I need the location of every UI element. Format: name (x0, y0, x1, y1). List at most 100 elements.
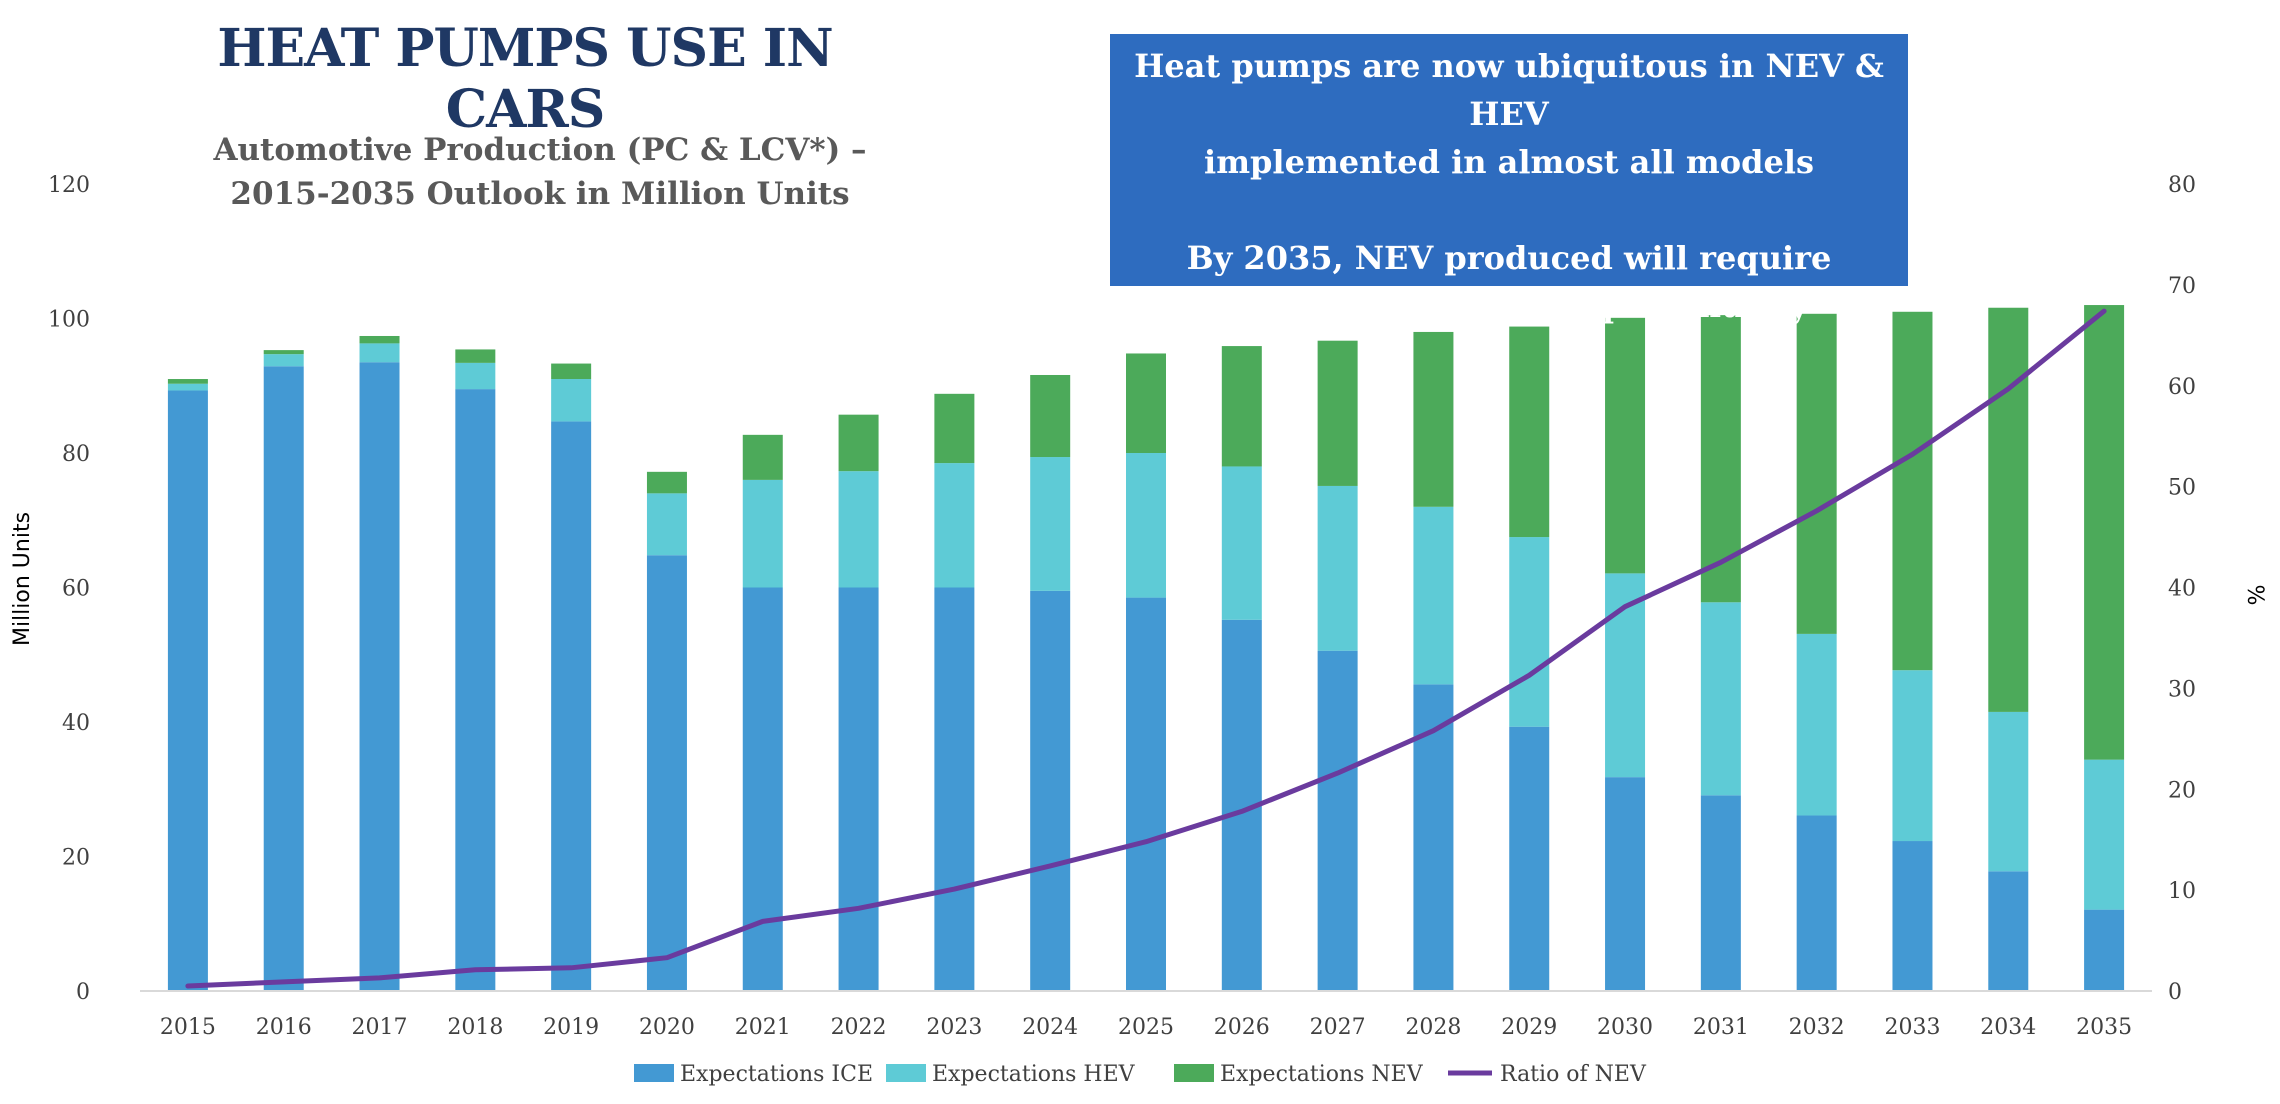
x-axis-ticks: 2015 2016 2017 2018 2019 2020 2021 2022 2023 2024… (160, 1015, 2132, 1040)
x-tick-label: 2032 (1789, 1015, 1845, 1040)
x-tick-label: 2022 (831, 1015, 887, 1040)
legend-hev: Expectations HEV (886, 1062, 1136, 1087)
legend-label: Ratio of NEV (1500, 1062, 1647, 1087)
x-tick-label: 2021 (735, 1015, 791, 1040)
bar-hev (359, 343, 400, 363)
x-tick-label: 2018 (447, 1015, 503, 1040)
bar-nev (1221, 346, 1262, 467)
bar-ice (263, 366, 304, 991)
bar-hev (1509, 537, 1550, 727)
y2-tick-label: 50 (2168, 476, 2196, 501)
bar-ice (646, 555, 687, 991)
bar-ice (1317, 650, 1358, 991)
bar-ice (1700, 795, 1741, 991)
bar-nev (1796, 313, 1837, 634)
callout-line-4: 65+ Million heat pumps annually (1210, 287, 1808, 325)
bar-nev (2084, 305, 2125, 760)
y-tick-label: 80 (62, 442, 90, 467)
x-tick-label: 2033 (1884, 1015, 1940, 1040)
y-tick-label: 100 (48, 308, 90, 333)
ratio-line-group (185, 308, 2107, 989)
x-tick-label: 2019 (543, 1015, 599, 1040)
legend-label: Expectations ICE (680, 1062, 873, 1087)
bar-ice (1988, 871, 2029, 991)
ratio-of-nev-line (185, 308, 2107, 989)
bar-nev (359, 335, 400, 344)
y2-tick-label: 0 (2168, 980, 2182, 1005)
y2-tick-label: 40 (2168, 577, 2196, 602)
x-tick-label: 2016 (256, 1015, 312, 1040)
x-tick-label: 2035 (2076, 1015, 2132, 1040)
y2-tick-label: 30 (2168, 677, 2196, 702)
bar-ice (1796, 815, 1837, 991)
bars-group (167, 305, 2125, 992)
bar-ice (742, 587, 783, 991)
legend: Expectations ICE Expectations HEV Expectat… (634, 1062, 1647, 1087)
x-tick-label: 2031 (1693, 1015, 1749, 1040)
callout-line-1: Heat pumps are now ubiquitous in NEV & H… (1134, 47, 1884, 133)
x-tick-label: 2017 (352, 1015, 408, 1040)
callout-box: Heat pumps are now ubiquitous in NEV & H… (1110, 34, 1908, 325)
bar-nev (1126, 353, 1166, 453)
bar-nev (167, 379, 208, 384)
y2-tick-label: 10 (2168, 879, 2196, 904)
chart-subtitle: Automotive Production (PC & LCV*) – 2015… (160, 128, 920, 216)
bar-ice (167, 390, 208, 991)
x-tick-label: 2028 (1405, 1015, 1461, 1040)
callout-line-2: implemented in almost all models (1204, 143, 1814, 181)
x-tick-label: 2026 (1214, 1015, 1270, 1040)
bar-nev (1605, 317, 1646, 574)
bar-hev (2084, 759, 2125, 910)
bar-ice (551, 421, 592, 992)
y2-tick-label: 20 (2168, 778, 2196, 803)
bar-nev (742, 434, 783, 480)
bar-nev (1317, 340, 1358, 486)
page-title: HEAT PUMPS USE IN CARS (217, 18, 833, 140)
x-tick-label: 2027 (1310, 1015, 1366, 1040)
bar-ice (1509, 726, 1550, 991)
bar-ice (1030, 590, 1071, 991)
legend-ice: Expectations ICE (634, 1062, 873, 1087)
bar-hev (1221, 466, 1262, 620)
x-tick-label: 2020 (639, 1015, 695, 1040)
bar-ice (359, 362, 400, 991)
bar-nev (646, 471, 687, 494)
bar-nev (1413, 331, 1454, 507)
bar-nev (455, 349, 496, 363)
subtitle-line-1: Automotive Production (PC & LCV*) – (213, 132, 867, 168)
bar-hev (1030, 457, 1071, 591)
bar-hev (1988, 711, 2029, 872)
bar-nev (263, 350, 304, 355)
bar-hev (742, 479, 783, 588)
bar-ice (1605, 777, 1646, 991)
bar-ice (455, 389, 496, 991)
bar-ice (2084, 909, 2125, 991)
y2-tick-label: 70 (2168, 274, 2196, 299)
legend-swatch (634, 1064, 674, 1082)
bar-hev (167, 383, 208, 391)
bar-hev (551, 379, 592, 422)
y-tick-label: 60 (62, 577, 90, 602)
bar-ice (838, 587, 879, 991)
bar-nev (1892, 311, 1933, 671)
bar-nev (1988, 307, 2029, 712)
legend-label: Expectations HEV (932, 1062, 1136, 1087)
legend-swatch (886, 1064, 926, 1082)
bar-ice (934, 587, 975, 991)
x-tick-label: 2023 (926, 1015, 982, 1040)
bar-ice (1126, 597, 1166, 991)
y2-tick-label: 80 (2168, 173, 2196, 198)
bar-hev (455, 362, 496, 390)
callout-line-3: By 2035, NEV produced will require (1186, 239, 1832, 277)
bar-hev (1700, 602, 1741, 796)
x-tick-label: 2025 (1118, 1015, 1174, 1040)
bar-hev (1892, 670, 1933, 842)
y-tick-label: 40 (62, 711, 90, 736)
x-tick-label: 2024 (1022, 1015, 1078, 1040)
x-tick-label: 2030 (1597, 1015, 1653, 1040)
legend-label: Expectations NEV (1220, 1062, 1424, 1087)
bar-hev (263, 354, 304, 367)
y2-axis-title: % (2242, 585, 2267, 606)
bar-ice (1892, 841, 1933, 991)
